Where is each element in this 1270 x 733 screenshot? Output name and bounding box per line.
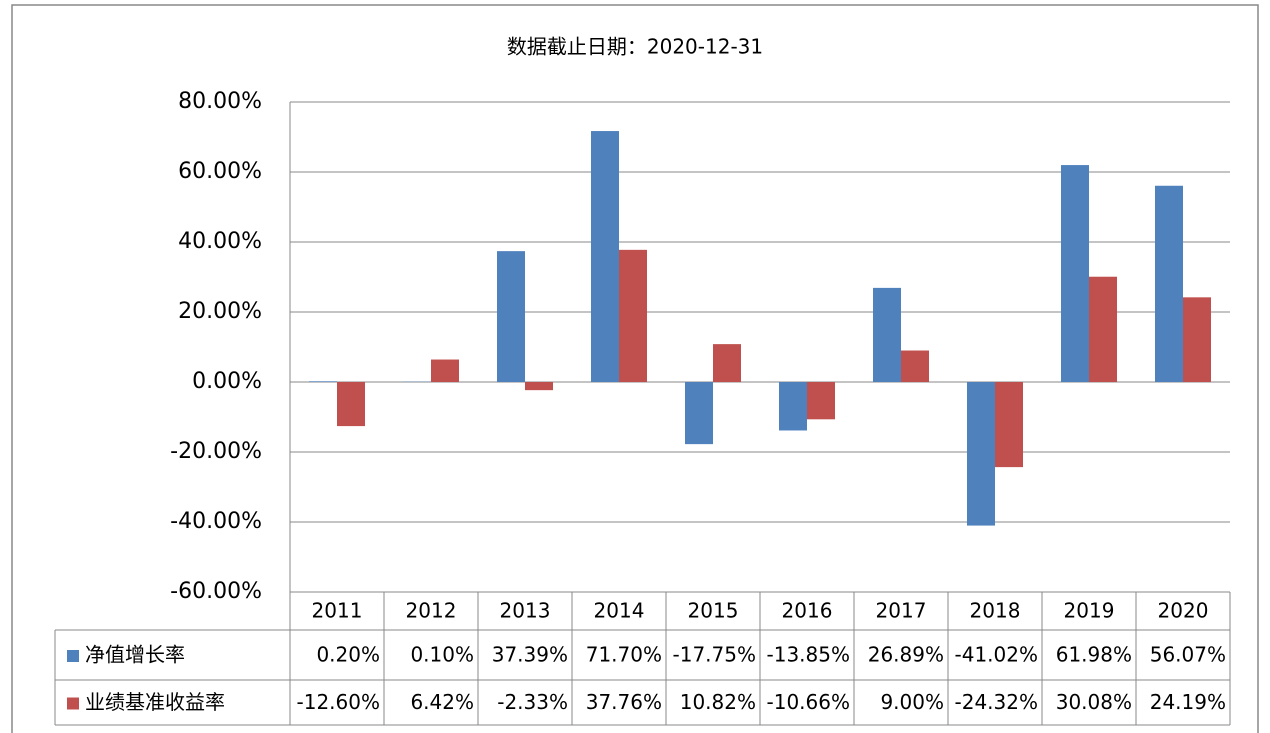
table-value: 0.10%: [410, 643, 474, 667]
bar: [1061, 165, 1089, 382]
table-value: 30.08%: [1056, 690, 1132, 714]
x-tick-label: 2012: [406, 599, 457, 623]
chart-title: 数据截止日期：2020-12-31: [507, 35, 763, 59]
bar: [1089, 276, 1117, 382]
table-value: 6.42%: [410, 690, 474, 714]
x-tick-label: 2014: [594, 599, 645, 623]
bar: [995, 382, 1023, 468]
table-value: 24.19%: [1150, 690, 1226, 714]
table-value: -10.66%: [767, 690, 850, 714]
table-value: -17.75%: [673, 643, 756, 667]
bar: [901, 350, 929, 382]
bar: [525, 382, 553, 391]
legend-swatch: [67, 697, 79, 710]
table-value: 26.89%: [868, 643, 944, 667]
bar: [807, 382, 835, 420]
table-value: 61.98%: [1056, 643, 1132, 667]
y-tick-label: 0.00%: [192, 369, 262, 394]
table-value: 0.20%: [316, 643, 380, 667]
table-value: -12.60%: [297, 690, 380, 714]
table-value: -41.02%: [955, 643, 1038, 667]
bar: [309, 381, 337, 382]
x-tick-label: 2020: [1158, 599, 1209, 623]
table-value: -2.33%: [497, 690, 568, 714]
bar: [431, 359, 459, 382]
bar: [619, 249, 647, 382]
bar: [713, 344, 741, 382]
table-value: 37.76%: [586, 690, 662, 714]
bar: [779, 382, 807, 431]
table-value: -13.85%: [767, 643, 850, 667]
x-tick-label: 2016: [782, 599, 833, 623]
legend-label: 业绩基准收益率: [85, 690, 225, 714]
y-tick-label: 20.00%: [178, 299, 262, 324]
table-value: 9.00%: [880, 690, 944, 714]
legend-label: 净值增长率: [85, 643, 185, 667]
table-value: 37.39%: [492, 643, 568, 667]
x-tick-label: 2011: [312, 599, 363, 623]
x-tick-label: 2013: [500, 599, 551, 623]
table-value: 56.07%: [1150, 643, 1226, 667]
bar: [591, 131, 619, 382]
y-tick-label: -40.00%: [170, 509, 262, 534]
x-tick-label: 2017: [876, 599, 927, 623]
x-tick-label: 2019: [1064, 599, 1115, 623]
legend-swatch: [67, 650, 79, 662]
bar: [685, 382, 713, 445]
table-value: 71.70%: [586, 643, 662, 667]
bar: [873, 287, 901, 382]
table-value: 10.82%: [680, 690, 756, 714]
y-tick-label: 80.00%: [178, 89, 262, 114]
y-tick-label: 40.00%: [178, 229, 262, 254]
bar: [1155, 185, 1183, 382]
y-tick-label: 60.00%: [178, 159, 262, 184]
x-tick-label: 2018: [970, 599, 1021, 623]
y-tick-label: -20.00%: [170, 439, 262, 464]
y-tick-label: -60.00%: [170, 579, 262, 604]
bar: [497, 251, 525, 382]
bar: [1183, 297, 1211, 382]
table-value: -24.32%: [955, 690, 1038, 714]
bar: [337, 382, 365, 427]
bar: [967, 382, 995, 526]
x-tick-label: 2015: [688, 599, 739, 623]
